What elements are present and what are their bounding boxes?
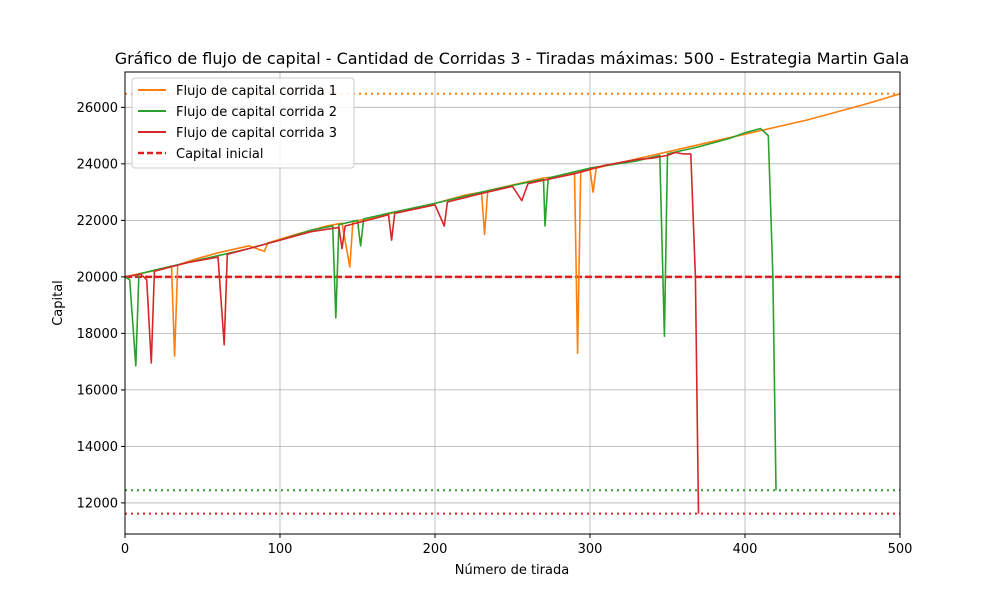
legend-label-run-2: Flujo de capital corrida 2 [176, 105, 337, 120]
y-tick-label: 20000 [77, 270, 118, 285]
y-tick-label: 24000 [77, 157, 118, 172]
x-tick-label: 0 [121, 542, 129, 557]
y-tick-label: 22000 [77, 214, 118, 229]
series-line-run-1 [124, 93, 901, 357]
legend-label-initial-capital: Capital inicial [176, 147, 264, 162]
legend-label-run-3: Flujo de capital corrida 3 [176, 126, 337, 141]
series-line-run-3 [124, 151, 700, 514]
legend: Flujo de capital corrida 1 Flujo de capi… [131, 77, 355, 169]
legend-label-run-1: Flujo de capital corrida 1 [176, 84, 337, 99]
series-line-run-2 [124, 127, 777, 491]
x-axis: 0 100 200 300 400 500 [121, 534, 913, 557]
x-tick-label: 200 [423, 542, 448, 557]
y-axis-label: Capital [51, 280, 66, 326]
plot-area [124, 92, 901, 515]
plot-frame [124, 71, 901, 535]
y-tick-label: 16000 [77, 383, 118, 398]
y-axis: 12000 14000 16000 18000 20000 22000 24000 26000 [77, 101, 125, 511]
x-tick-label: 100 [268, 542, 293, 557]
x-tick-label: 400 [733, 542, 758, 557]
y-tick-label: 12000 [77, 496, 118, 511]
chart-title: Gráfico de flujo de capital - Cantidad d… [115, 49, 910, 68]
y-tick-label: 26000 [77, 101, 118, 116]
y-tick-label: 14000 [77, 440, 118, 455]
x-tick-label: 300 [578, 542, 603, 557]
y-tick-label: 18000 [77, 327, 118, 342]
legend-box [131, 77, 355, 169]
x-axis-label: Número de tirada [455, 563, 569, 578]
x-tick-label: 500 [888, 542, 913, 557]
